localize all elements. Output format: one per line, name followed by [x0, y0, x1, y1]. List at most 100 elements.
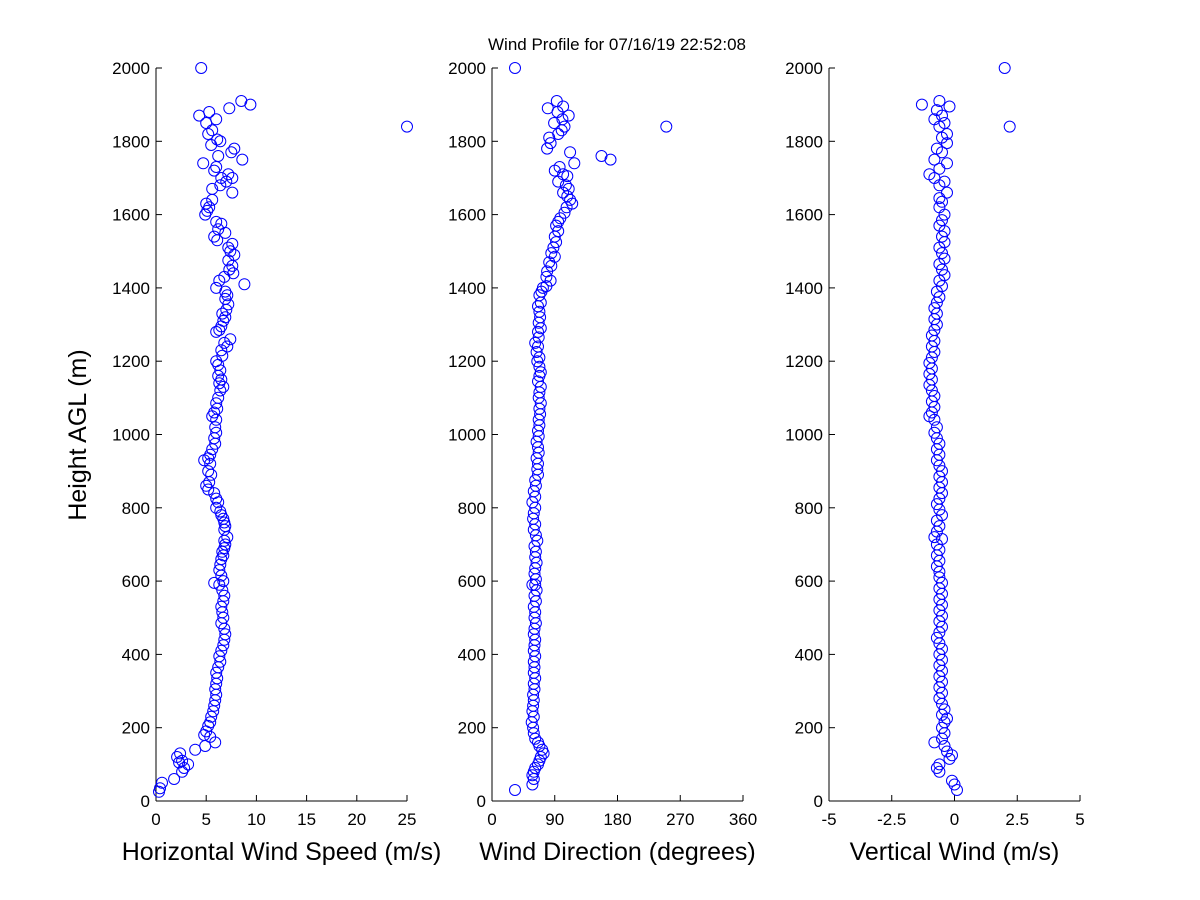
- data-point: [217, 380, 230, 393]
- data-point: [401, 120, 413, 133]
- data-point: [197, 157, 210, 170]
- x-tick-label: -2.5: [877, 810, 906, 829]
- data-point: [541, 142, 554, 155]
- data-point: [174, 747, 187, 760]
- data-point: [216, 307, 229, 320]
- data-point: [182, 758, 195, 771]
- data-point: [930, 560, 943, 573]
- y-tick-label: 1400: [785, 279, 823, 298]
- data-point: [930, 318, 943, 331]
- data-point: [555, 124, 568, 137]
- data-point: [936, 247, 948, 260]
- data-point: [533, 289, 546, 302]
- data-point: [212, 496, 225, 509]
- data-point: [531, 355, 544, 368]
- data-point: [527, 773, 540, 785]
- data-point: [941, 712, 953, 725]
- x-tick-label: 270: [666, 810, 694, 829]
- x-tick-label: 0: [151, 810, 160, 829]
- data-point: [545, 247, 558, 260]
- data-point: [933, 291, 946, 304]
- data-point: [930, 454, 943, 467]
- data-point: [933, 274, 946, 287]
- data-point: [205, 710, 218, 723]
- y-tick-label: 1400: [448, 279, 486, 298]
- data-point: [527, 523, 540, 536]
- data-point: [534, 322, 547, 335]
- y-tick-label: 1800: [785, 132, 823, 151]
- data-point: [223, 102, 236, 115]
- data-point: [930, 631, 943, 644]
- data-point: [218, 336, 231, 349]
- data-point: [221, 531, 234, 544]
- y-tick-label: 400: [458, 645, 486, 664]
- data-point: [226, 259, 239, 272]
- y-tick-label: 800: [458, 499, 486, 518]
- y-tick-label: 200: [795, 719, 823, 738]
- data-point: [554, 212, 567, 225]
- data-point: [564, 146, 577, 159]
- data-point: [244, 98, 257, 111]
- data-point: [213, 377, 226, 390]
- data-point: [215, 344, 228, 357]
- y-tick-label: 1200: [112, 352, 150, 371]
- x-tick-label: 180: [603, 810, 631, 829]
- data-point: [933, 758, 946, 771]
- data-point: [198, 454, 211, 467]
- data-point: [933, 503, 946, 516]
- y-tick-label: 1200: [448, 352, 486, 371]
- data-point: [928, 426, 941, 439]
- data-point: [547, 241, 560, 254]
- data-point: [219, 520, 232, 533]
- data-point: [548, 164, 561, 177]
- data-point: [168, 773, 181, 785]
- x-tick-label: 0: [950, 810, 959, 829]
- y-tick-label: 1800: [112, 132, 150, 151]
- data-point: [928, 346, 941, 358]
- x-tick-label: -5: [821, 810, 836, 829]
- y-tick-label: 200: [122, 719, 150, 738]
- data-point: [153, 785, 165, 798]
- data-point: [225, 146, 238, 159]
- y-tick-label: 1000: [785, 426, 823, 445]
- x-axis-title: Wind Direction (degrees): [479, 838, 756, 866]
- data-point: [540, 270, 553, 283]
- data-point: [210, 113, 223, 126]
- y-tick-label: 0: [477, 792, 486, 811]
- figure-title: Wind Profile for 07/16/19 22:52:08: [488, 35, 746, 54]
- data-point: [562, 109, 575, 122]
- data-point: [208, 699, 221, 712]
- data-point: [936, 732, 948, 745]
- data-point: [532, 325, 544, 338]
- y-tick-label: 200: [458, 719, 486, 738]
- data-point: [199, 740, 212, 752]
- data-point: [933, 120, 946, 133]
- y-tick-label: 1000: [112, 426, 150, 445]
- data-point: [943, 752, 956, 765]
- data-point: [236, 153, 249, 166]
- y-tick-label: 1600: [785, 206, 823, 225]
- data-point: [915, 98, 928, 111]
- data-point: [199, 208, 212, 221]
- data-point: [936, 263, 948, 276]
- data-point: [226, 172, 239, 184]
- data-point: [526, 778, 539, 791]
- data-point: [210, 413, 223, 426]
- data-point: [532, 758, 544, 771]
- data-point: [215, 569, 228, 582]
- data-point: [209, 437, 222, 450]
- data-point: [550, 95, 563, 107]
- data-point: [214, 655, 227, 668]
- data-point: [930, 762, 943, 774]
- data-point: [195, 62, 208, 74]
- data-point: [951, 784, 963, 796]
- data-point: [214, 135, 227, 148]
- data-point: [189, 743, 202, 756]
- data-point: [938, 727, 951, 740]
- data-point: [936, 620, 948, 633]
- x-axis-title: Vertical Wind (m/s): [850, 838, 1060, 866]
- data-point: [933, 192, 946, 205]
- y-tick-label: 1800: [448, 132, 486, 151]
- y-tick-label: 0: [141, 792, 150, 811]
- data-point: [198, 729, 211, 741]
